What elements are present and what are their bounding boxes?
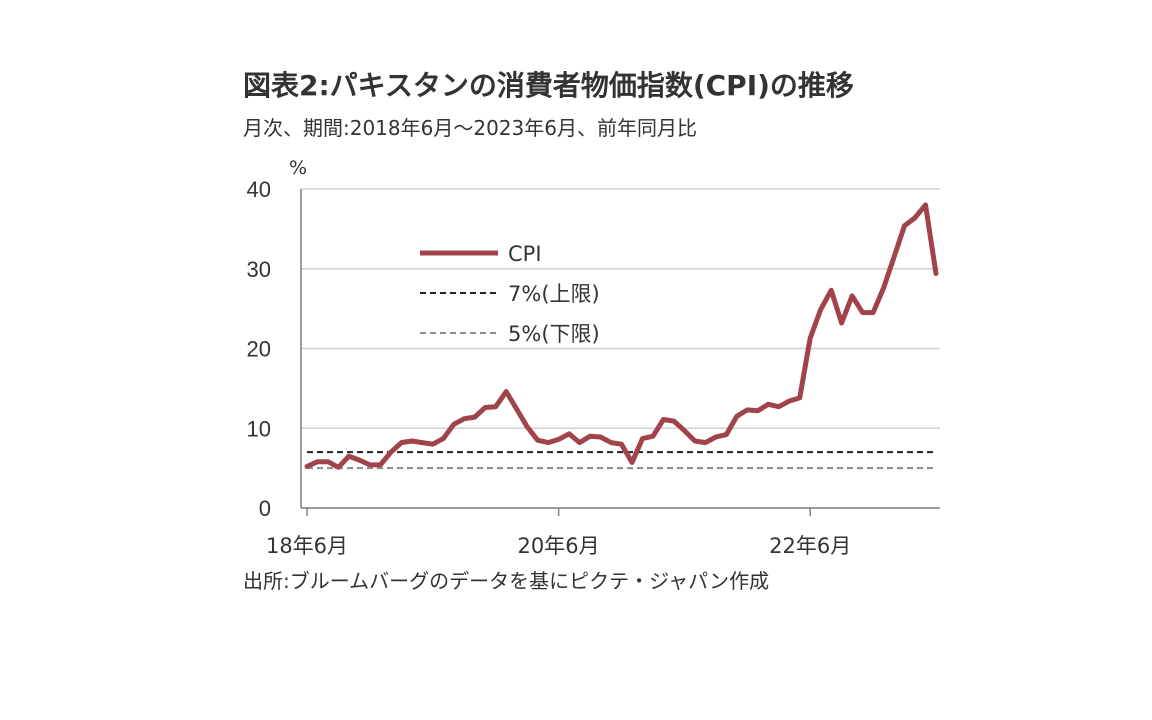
legend-label-cpi: CPI (508, 242, 542, 266)
series-lines (304, 202, 939, 470)
axes (300, 189, 940, 516)
chart-title: 図表2:パキスタンの消費者物価指数(CPI)の推移 (243, 69, 854, 102)
source-note: 出所:ブルームバーグのデータを基にピクテ・ジャパン作成 (243, 569, 770, 593)
x-tick-label-24: 20年6月 (518, 534, 600, 558)
y-tick-label-30: 30 (247, 257, 271, 282)
y-tick-label-10: 10 (247, 416, 271, 441)
grid-lines (301, 188, 940, 429)
legend-label-lower: 5%(下限) (508, 322, 600, 346)
cpi-series-line (304, 202, 939, 470)
x-tick-label-0: 18年6月 (266, 534, 348, 558)
tick-labels: 0 10 20 30 40 18年6月 20年6月 22年6月 (247, 177, 852, 558)
chart-subtitle: 月次、期間:2018年6月〜2023年6月、前年同月比 (243, 116, 697, 140)
y-tick-label-20: 20 (247, 337, 271, 362)
reference-lines (307, 451, 936, 470)
legend-label-upper: 7%(上限) (508, 282, 600, 306)
x-tick-label-48: 22年6月 (769, 534, 851, 558)
y-unit-label: % (289, 157, 307, 179)
y-tick-label-0: 0 (259, 496, 271, 521)
legend: CPI 7%(上限) 5%(下限) (420, 242, 600, 346)
y-tick-label-40: 40 (247, 177, 271, 202)
